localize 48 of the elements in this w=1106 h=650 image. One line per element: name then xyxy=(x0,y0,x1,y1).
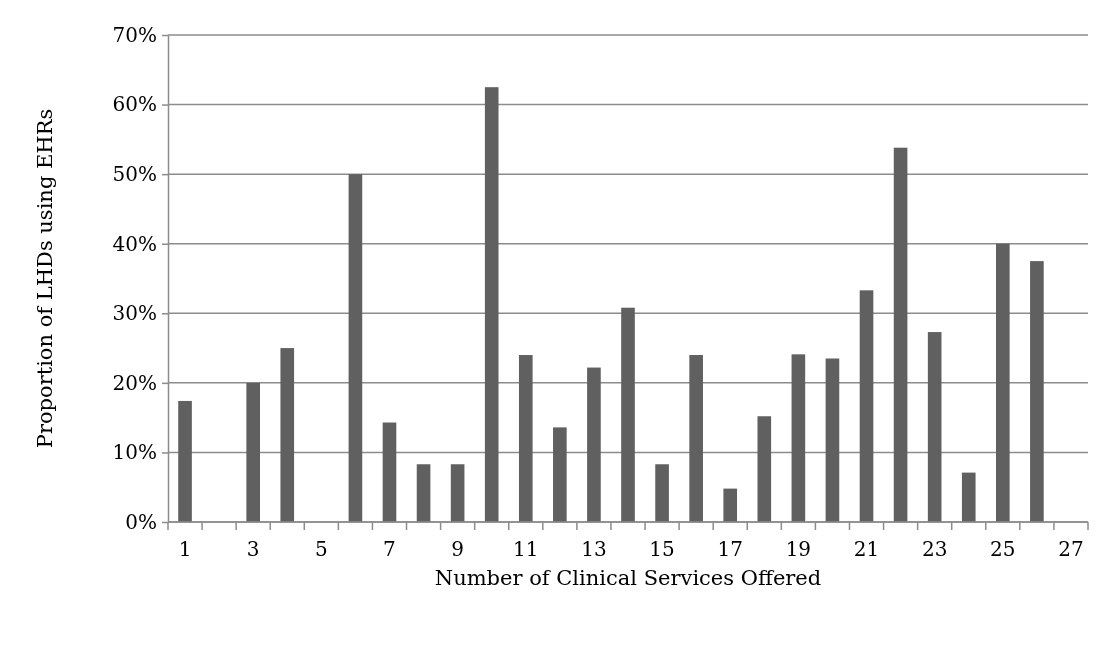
bar xyxy=(587,367,601,522)
bar xyxy=(382,422,397,522)
y-tick-label: 70% xyxy=(112,22,157,47)
x-tick-label: 11 xyxy=(513,537,539,561)
bar xyxy=(961,472,976,522)
x-tick-label: 23 xyxy=(921,537,948,561)
y-tick-label: 50% xyxy=(112,162,157,187)
x-tick-label: 17 xyxy=(717,537,743,561)
x-tick-label: 3 xyxy=(246,537,260,561)
x-tick-label: 5 xyxy=(314,537,328,561)
bar xyxy=(246,382,260,522)
y-tick-label: 20% xyxy=(112,370,157,395)
x-axis-title: Number of Clinical Services Offered xyxy=(434,566,822,590)
y-tick-label: 0% xyxy=(125,509,157,534)
bar xyxy=(757,416,772,522)
bar xyxy=(348,174,363,522)
bar xyxy=(927,332,942,522)
y-axis-title: Proportion of LHDs using EHRs xyxy=(33,108,57,449)
bar xyxy=(280,348,295,522)
bar xyxy=(416,464,431,522)
y-tick-label: 60% xyxy=(112,92,157,117)
bar xyxy=(621,307,635,522)
bar xyxy=(825,358,840,522)
x-tick-label: 13 xyxy=(581,537,607,561)
bar xyxy=(893,147,908,522)
y-tick-label: 30% xyxy=(112,301,157,326)
bar xyxy=(553,427,567,522)
bar xyxy=(518,355,533,522)
bar xyxy=(689,355,703,522)
x-tick-label: 27 xyxy=(1058,537,1084,561)
bar xyxy=(450,464,465,522)
x-tick-label: 1 xyxy=(178,537,192,561)
x-tick-label: 7 xyxy=(383,537,396,561)
x-tick-label: 15 xyxy=(649,537,675,561)
x-tick-label: 21 xyxy=(853,537,880,561)
y-tick-label: 40% xyxy=(112,231,157,256)
bar xyxy=(655,464,669,522)
bar xyxy=(723,488,738,522)
bar xyxy=(791,354,806,522)
bar xyxy=(178,400,192,522)
bar xyxy=(484,87,499,522)
x-tick-label: 25 xyxy=(990,537,1016,561)
y-tick-label: 10% xyxy=(112,440,157,465)
bar xyxy=(996,243,1010,522)
bar xyxy=(1030,261,1044,522)
bar xyxy=(859,290,874,522)
x-tick-label: 19 xyxy=(785,537,812,561)
x-tick-label: 9 xyxy=(451,537,464,561)
